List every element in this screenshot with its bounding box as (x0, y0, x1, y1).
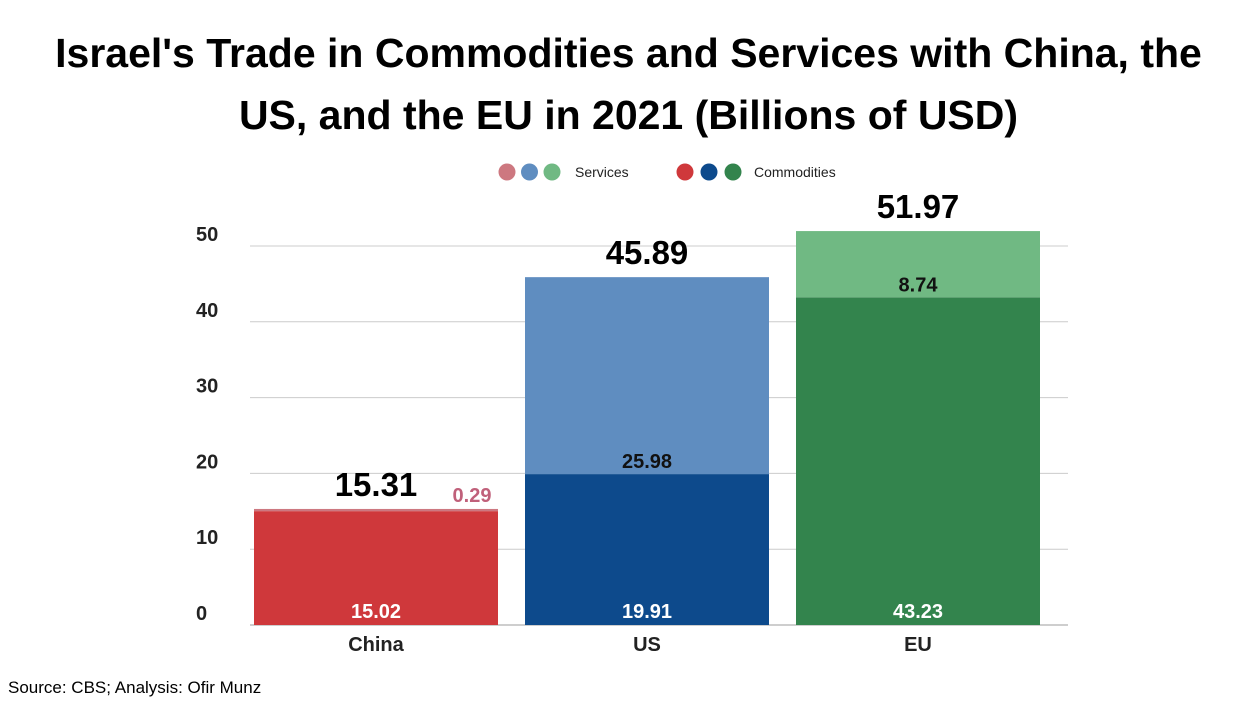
label-us-commodities: 19.91 (622, 601, 672, 623)
x-tick-label-eu: EU (904, 634, 932, 656)
label-us-total: 45.89 (606, 234, 689, 271)
label-eu-commodities: 43.23 (893, 601, 943, 623)
legend-services-swatch-us (521, 163, 538, 181)
label-us-services: 25.98 (622, 451, 672, 473)
x-tick-label-china: China (348, 634, 404, 656)
legend-services-label: Services (575, 164, 629, 180)
bar-china-services (254, 508, 498, 512)
chart-title-line-1: Israel's Trade in Commodities and Servic… (55, 30, 1202, 76)
legend-commodities-swatch-china (676, 163, 694, 181)
legend-commodities-swatch-us (700, 163, 718, 181)
bar-us-services (525, 277, 769, 475)
label-eu-services: 8.74 (899, 274, 939, 296)
y-tick-label-30: 30 (196, 376, 218, 398)
label-eu-total: 51.97 (877, 188, 960, 225)
y-tick-label-40: 40 (196, 300, 218, 322)
chart-title-line-2: US, and the EU in 2021 (Billions of USD) (238, 92, 1019, 138)
bar-us-commodities (525, 474, 769, 625)
source-note: Source: CBS; Analysis: Ofir Munz (8, 678, 262, 697)
y-tick-label-50: 50 (196, 224, 218, 246)
legend-services-swatch-china (498, 163, 516, 181)
bar-eu-services (796, 231, 1040, 298)
legend-commodities-label: Commodities (754, 164, 836, 180)
chart-title: Israel's Trade in Commodities and Servic… (0, 22, 1257, 146)
bar-china-commodities (254, 511, 498, 625)
y-tick-label-20: 20 (196, 451, 218, 473)
x-tick-label-us: US (633, 634, 661, 656)
y-tick-label-10: 10 (196, 527, 218, 549)
y-tick-label-0: 0 (196, 603, 207, 625)
bar-eu-commodities (796, 297, 1040, 625)
legend-commodities-swatch-eu (724, 163, 742, 181)
label-china-commodities: 15.02 (351, 601, 401, 623)
label-china-total: 15.31 (335, 466, 418, 503)
label-china-services: 0.29 (453, 485, 492, 507)
legend-services-swatch-eu (543, 163, 561, 181)
